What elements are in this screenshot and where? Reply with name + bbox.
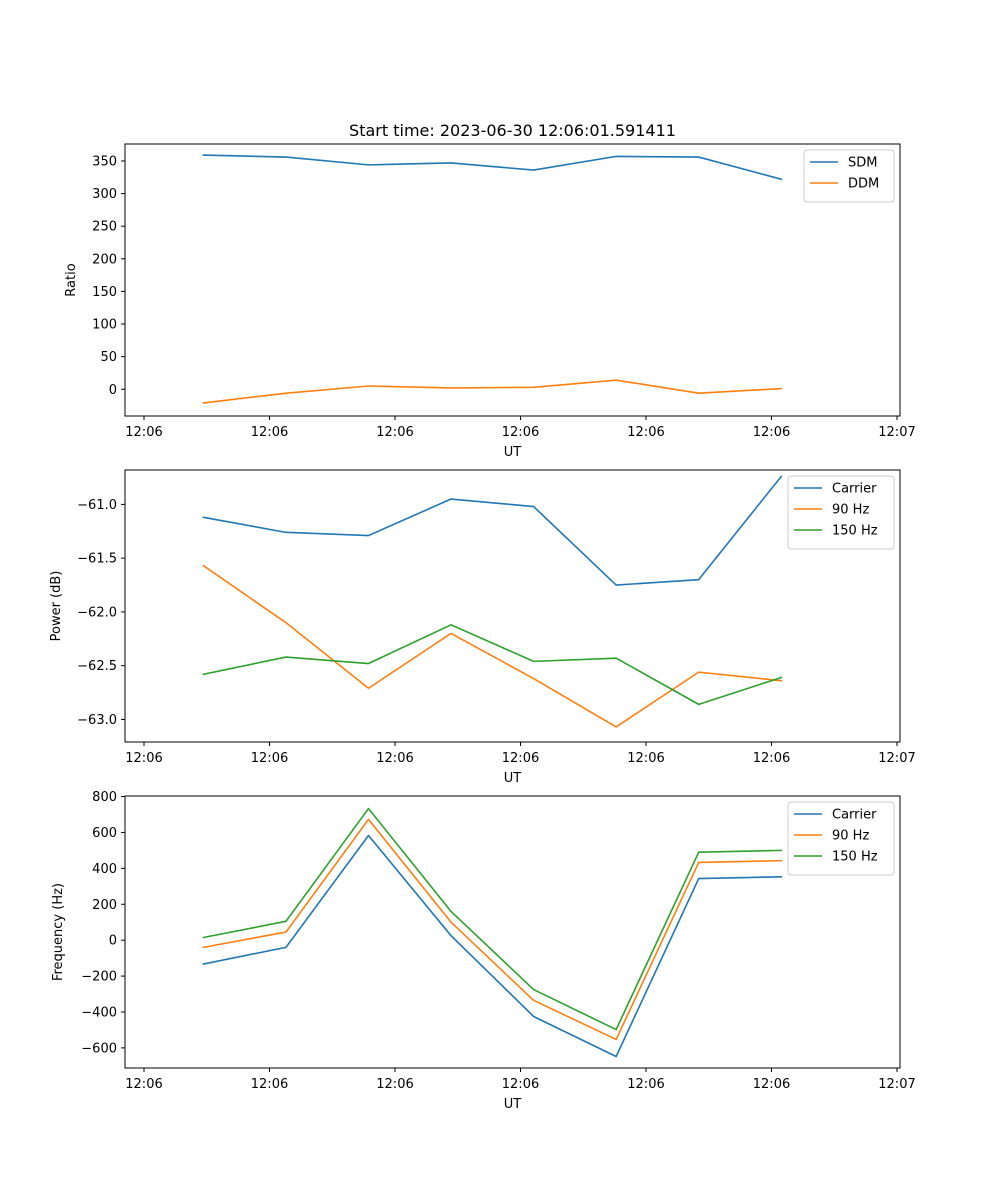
y-tick-label: 400 [92, 862, 117, 877]
x-tick-label: 12:06 [376, 751, 413, 766]
legend-label: 90 Hz [832, 503, 869, 518]
y-axis-label: Ratio [64, 263, 79, 296]
legend-label: 150 Hz [832, 524, 878, 539]
legend-label: DDM [848, 177, 879, 192]
series-line-150-hz [202, 807, 783, 1031]
y-tick-label: 50 [100, 350, 117, 365]
series-line-sdm [202, 154, 783, 181]
x-tick-label: 12:06 [251, 751, 288, 766]
y-tick-label: −62.0 [77, 605, 117, 620]
legend: SDM DDM [803, 149, 895, 203]
y-axis-label: Power (dB) [49, 571, 64, 642]
legend-label: 90 Hz [832, 829, 869, 844]
x-tick-label: 12:06 [376, 1077, 413, 1092]
y-tick-label: 200 [92, 898, 117, 913]
y-tick-label: −61.0 [77, 498, 117, 513]
x-tick-label: 12:06 [376, 425, 413, 440]
x-axis-label: UT [504, 445, 522, 460]
plot-frame [124, 143, 901, 417]
x-tick-label: 12:07 [878, 751, 915, 766]
y-tick-label: 0 [109, 383, 117, 398]
y-tick-label: −62.5 [77, 659, 117, 674]
x-tick-label: 12:06 [502, 751, 539, 766]
plot-frame [124, 795, 901, 1069]
y-tick-label: 100 [92, 318, 117, 333]
x-tick-label: 12:07 [878, 1077, 915, 1092]
power-panel: 12:06 12:06 12:06 12:06 12:06 12:06 12:07 −63.0… [49, 469, 916, 786]
legend-label: Carrier [832, 808, 877, 823]
y-tick-label: −63.0 [77, 713, 117, 728]
x-tick-label: 12:07 [878, 425, 915, 440]
x-tick-label: 12:06 [502, 425, 539, 440]
legend: Carrier 90 Hz 150 Hz [787, 801, 895, 876]
y-axis-label: Frequency (Hz) [51, 883, 66, 981]
legend-label: SDM [848, 156, 877, 171]
x-tick-label: 12:06 [502, 1077, 539, 1092]
series-line-90-hz [202, 818, 783, 1041]
y-tick-label: 350 [92, 154, 117, 169]
series-line-carrier [202, 834, 783, 1058]
x-tick-label: 12:06 [753, 1077, 790, 1092]
y-tick-label: 150 [92, 285, 117, 300]
y-tick-label: 200 [92, 252, 117, 267]
x-tick-label: 12:06 [125, 751, 162, 766]
series-line-carrier [202, 475, 783, 586]
ratio-panel: 12:06 12:06 12:06 12:06 12:06 12:06 12:07 0 50 10… [64, 121, 916, 460]
x-tick-label: 12:06 [125, 1077, 162, 1092]
x-tick-label: 12:06 [627, 751, 664, 766]
x-tick-label: 12:06 [251, 425, 288, 440]
y-tick-label: 250 [92, 220, 117, 235]
frequency-panel: 12:06 12:06 12:06 12:06 12:06 12:06 12:07 −600 −… [51, 790, 916, 1112]
plot-frame [124, 469, 901, 743]
x-tick-label: 12:06 [627, 425, 664, 440]
y-tick-label: −600 [81, 1041, 117, 1056]
x-axis-label: UT [504, 1097, 522, 1112]
y-tick-label: 600 [92, 826, 117, 841]
legend-box [803, 149, 895, 203]
chart-title: Start time: 2023-06-30 12:06:01.591411 [349, 121, 676, 140]
series-line-150-hz [202, 624, 783, 706]
y-tick-label: 800 [92, 790, 117, 805]
x-axis-label: UT [504, 771, 522, 786]
series-line-ddm [202, 379, 783, 404]
x-tick-label: 12:06 [125, 425, 162, 440]
x-tick-label: 12:06 [753, 751, 790, 766]
legend-label: 150 Hz [832, 850, 878, 865]
y-tick-label: −61.5 [77, 552, 117, 567]
y-tick-label: 300 [92, 187, 117, 202]
y-tick-label: −400 [81, 1005, 117, 1020]
x-tick-label: 12:06 [627, 1077, 664, 1092]
y-tick-label: −200 [81, 970, 117, 985]
series-line-90-hz [202, 564, 783, 728]
legend: Carrier 90 Hz 150 Hz [787, 475, 895, 550]
x-tick-label: 12:06 [753, 425, 790, 440]
x-tick-label: 12:06 [251, 1077, 288, 1092]
legend-label: Carrier [832, 482, 877, 497]
y-tick-label: 0 [109, 934, 117, 949]
